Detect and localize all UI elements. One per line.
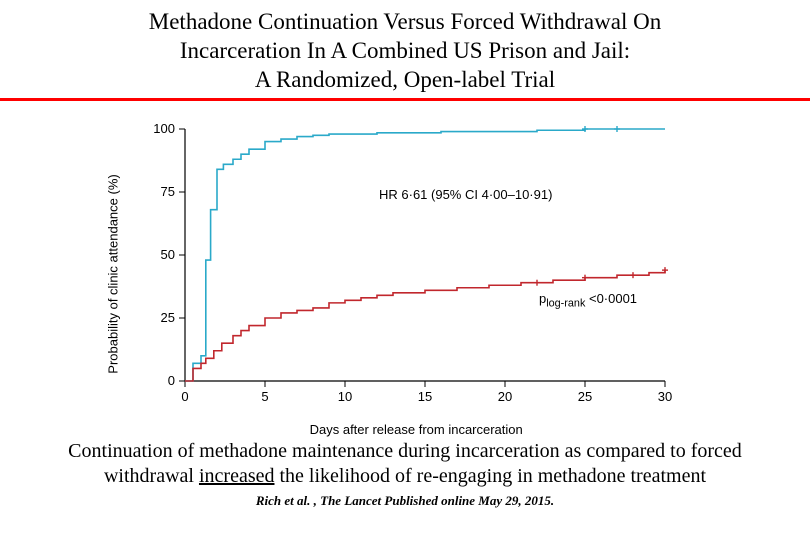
p-annotation: plog-rank <0·0001 [539,291,637,310]
svg-text:30: 30 [658,389,672,404]
svg-text:10: 10 [338,389,352,404]
conclusion-underlined: increased [199,465,275,487]
svg-text:75: 75 [161,184,175,199]
svg-text:5: 5 [261,389,268,404]
x-axis-label: Days after release from incarceration [310,422,523,437]
svg-text:15: 15 [418,389,432,404]
svg-text:0: 0 [168,373,175,388]
title-line1: Methadone Continuation Versus Forced Wit… [149,9,661,34]
svg-text:50: 50 [161,247,175,262]
p-sub: log-rank [546,297,585,309]
conclusion-post: the likelihood of re-engaging in methado… [274,465,706,487]
title-line2: Incarceration In A Combined US Prison an… [180,38,630,63]
hr-annotation: HR 6·61 (95% CI 4·00–10·91) [379,187,552,202]
p-value: <0·0001 [585,291,637,306]
km-chart: Probability of clinic attendance (%) 025… [125,119,685,429]
y-axis-label: Probability of clinic attendance (%) [106,175,121,374]
title-line3: A Randomized, Open-label Trial [255,67,555,92]
citation: Rich et al. , The Lancet Published onlin… [0,489,810,509]
svg-text:0: 0 [181,389,188,404]
svg-text:25: 25 [578,389,592,404]
svg-text:25: 25 [161,310,175,325]
chart-svg: 0 25 50 75 100 0 5 10 15 20 25 30 [125,119,685,429]
svg-text:20: 20 [498,389,512,404]
slide-title: Methadone Continuation Versus Forced Wit… [0,0,810,101]
svg-text:100: 100 [153,121,175,136]
conclusion-text: Continuation of methadone maintenance du… [0,429,810,489]
